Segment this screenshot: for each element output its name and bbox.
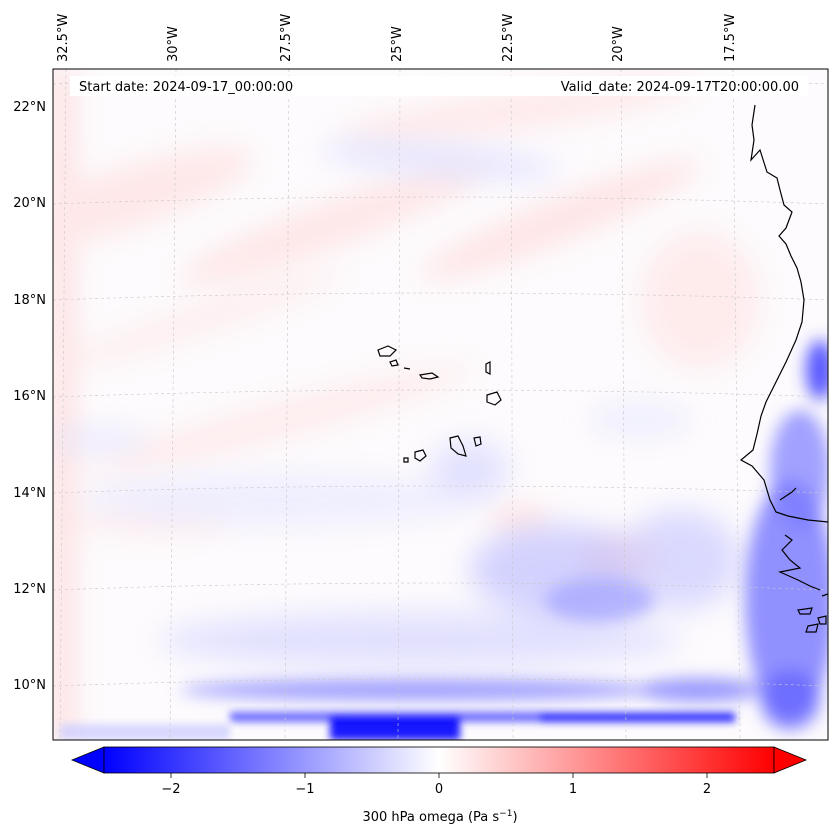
cape-verde-brava xyxy=(403,457,409,463)
colorbar-extend-min xyxy=(70,746,105,774)
longitude-labels: 32.5°W 30°W 27.5°W 25°W 22.5°W 20°W 17.5… xyxy=(56,14,738,62)
lat-label: 20°N xyxy=(13,196,46,211)
colorbar-ticks: −2 −1 0 1 2 xyxy=(161,773,711,797)
lat-label: 14°N xyxy=(13,486,46,501)
guinea-bissau-coast xyxy=(778,534,821,591)
lon-label: 17.5°W xyxy=(723,14,738,62)
colorbar-tick-label: 1 xyxy=(569,782,577,797)
cape-verde-maio xyxy=(473,436,482,447)
start-date-text: Start date: 2024-09-17_00:00:00 xyxy=(79,80,293,95)
colorbar-tick-label: −1 xyxy=(295,782,314,797)
lat-label: 18°N xyxy=(13,293,46,308)
cape-verde-sal xyxy=(485,361,491,375)
cape-verde-santo-antao xyxy=(377,345,398,357)
colorbar-tick-label: 0 xyxy=(435,782,443,797)
cape-verde-boa-vista xyxy=(486,391,502,406)
omega-field xyxy=(53,69,828,740)
valid-date-text: Valid_date: 2024-09-17T20:00:00.00 xyxy=(561,80,799,95)
coastlines xyxy=(377,104,828,633)
colorbar-bar xyxy=(103,746,775,774)
gambia-inlet xyxy=(779,487,797,501)
lon-label: 25°W xyxy=(390,26,405,62)
lon-label: 32.5°W xyxy=(56,14,71,62)
colorbar-label-exponent: −1 xyxy=(499,809,512,819)
cape-verde-sao-vicente xyxy=(389,359,399,367)
colorbar-tick-label: −2 xyxy=(161,782,180,797)
colorbar: −2 −1 0 1 2 300 hPa omega (Pa s−1) xyxy=(70,746,808,825)
lon-label: 27.5°W xyxy=(279,14,294,62)
lon-label: 22.5°W xyxy=(501,14,516,62)
lat-label: 16°N xyxy=(13,389,46,404)
cape-verde-sao-nicolau xyxy=(418,372,440,380)
colorbar-label: 300 hPa omega (Pa s−1) xyxy=(362,809,517,825)
lon-label: 30°W xyxy=(166,26,181,62)
colorbar-label-main: 300 hPa omega (Pa s xyxy=(362,810,499,825)
lon-label: 20°W xyxy=(611,26,626,62)
lat-label: 12°N xyxy=(13,582,46,597)
west-africa-coastline xyxy=(739,104,828,523)
lat-label: 22°N xyxy=(13,100,46,115)
southern-boundary-band xyxy=(60,712,735,740)
map-panel: Start date: 2024-09-17_00:00:00 Valid_da… xyxy=(52,68,829,741)
lat-label: 10°N xyxy=(13,678,46,693)
colorbar-extend-max xyxy=(773,746,808,774)
colorbar-tick-label: 2 xyxy=(703,782,711,797)
cape-verde-santiago xyxy=(449,435,467,457)
date-header-box xyxy=(70,76,808,96)
cape-verde-santa-luzia xyxy=(403,367,411,370)
map-frame xyxy=(52,68,829,741)
cape-verde-fogo xyxy=(414,449,427,462)
date-header: Start date: 2024-09-17_00:00:00 Valid_da… xyxy=(70,76,808,96)
latitude-labels: 22°N 20°N 18°N 16°N 14°N 12°N 10°N xyxy=(13,100,46,693)
bijagos-islands xyxy=(797,593,828,633)
colorbar-label-close: ) xyxy=(512,810,517,825)
